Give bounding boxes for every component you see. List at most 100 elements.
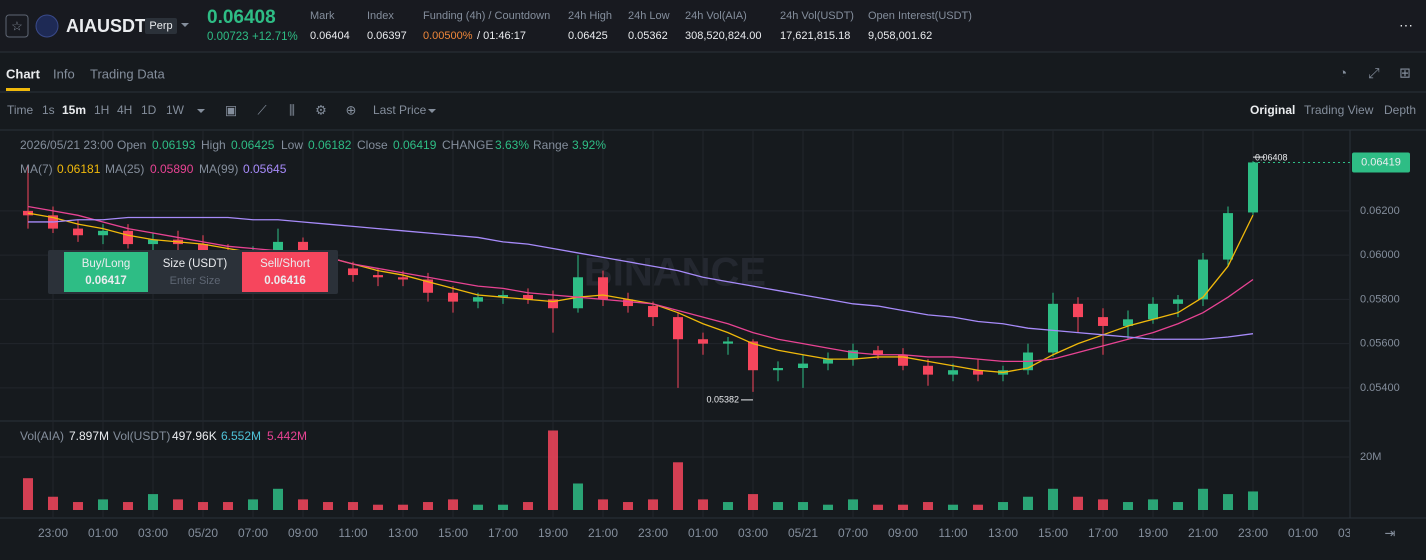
- alert-icon[interactable]: ◔: [1339, 65, 1347, 81]
- x-tick-label: 23:00: [38, 526, 68, 540]
- scroll-to-end[interactable]: ⇥: [1385, 525, 1396, 540]
- volume-bar: [773, 502, 783, 510]
- volume-bar: [1123, 502, 1133, 510]
- volume-bar: [898, 504, 908, 510]
- interval[interactable]: 1D: [141, 103, 157, 117]
- header-bar: [0, 0, 1426, 52]
- last-price-badge: [1352, 152, 1410, 173]
- x-tick-label: 05/21: [788, 526, 818, 540]
- candle-body: [673, 317, 683, 340]
- x-tick-label: 23:00: [1238, 526, 1268, 540]
- sell-label: Sell/Short: [260, 258, 311, 270]
- tab[interactable]: Trading Data: [90, 66, 165, 81]
- stat-value: 0.00500%: [423, 30, 473, 42]
- x-tick-label: 15:00: [1038, 526, 1068, 540]
- price-type[interactable]: Last Price: [373, 103, 427, 117]
- ohlc-label: High: [201, 138, 226, 152]
- tab[interactable]: Info: [53, 66, 75, 81]
- price-change: 0.00723: [207, 31, 249, 43]
- ohlc-value: 3.92%: [572, 138, 606, 152]
- x-tick-label: 17:00: [1088, 526, 1118, 540]
- candle-body: [798, 363, 808, 369]
- x-tick-label: 07:00: [838, 526, 868, 540]
- volume-bar: [473, 504, 483, 510]
- indicator-icon[interactable]: ⟋: [257, 102, 267, 117]
- candle-body: [773, 368, 783, 371]
- candle-body: [1223, 213, 1233, 260]
- candle-body: [573, 277, 583, 309]
- volume-bar: [823, 504, 833, 510]
- contract-tag: Perp: [149, 20, 172, 32]
- ma-value: 0.05890: [150, 162, 194, 176]
- stat-value: 17,621,815.18: [780, 30, 850, 42]
- stat-label: 24h Low: [628, 10, 670, 22]
- candle-body: [923, 365, 933, 375]
- candle-body: [1148, 303, 1158, 320]
- volume-bar: [148, 494, 158, 510]
- price-type-caret[interactable]: [428, 109, 436, 113]
- stat-label: Funding (4h) / Countdown: [423, 10, 550, 22]
- interval-caret[interactable]: [197, 109, 205, 113]
- x-tick-label: 19:00: [1138, 526, 1168, 540]
- volume-bar: [398, 504, 408, 510]
- candle-type-icon[interactable]: ⫼: [289, 102, 295, 117]
- favorite-button[interactable]: [5, 14, 29, 38]
- ohlc-value: 3.63%: [495, 138, 529, 152]
- x-tick-label: 13:00: [988, 526, 1018, 540]
- x-tick-label: 01:00: [688, 526, 718, 540]
- candle-body: [973, 370, 983, 375]
- y-tick-label: 0.05800: [1360, 293, 1400, 305]
- symbol[interactable]: AIAUSDT: [66, 16, 146, 36]
- candle-body: [823, 359, 833, 364]
- stat-value: 0.06404: [310, 30, 350, 42]
- volume-label: Vol(USDT): [113, 429, 170, 443]
- y-tick-label: 0.06200: [1360, 205, 1400, 217]
- x-tick-label: 15:00: [438, 526, 468, 540]
- tab[interactable]: Chart: [6, 66, 41, 81]
- settings-icon[interactable]: ⚙: [315, 102, 327, 117]
- interval[interactable]: 1H: [94, 103, 109, 117]
- volume-value: 6.552M: [221, 429, 261, 443]
- volume-value: 497.96K: [172, 429, 217, 443]
- tools-icon[interactable]: ⊕: [346, 102, 357, 117]
- interval[interactable]: 15m: [62, 103, 86, 117]
- view-option[interactable]: Trading View: [1304, 103, 1374, 117]
- interval[interactable]: 1s: [42, 103, 55, 117]
- interval[interactable]: 1W: [166, 103, 185, 117]
- volume-bar: [848, 499, 858, 510]
- ohlc-label: Open: [117, 138, 146, 152]
- volume-bar: [273, 488, 283, 510]
- buy-price: 0.06417: [85, 275, 127, 287]
- calendar-icon[interactable]: ▣: [225, 102, 237, 117]
- volume-label: Vol(AIA): [20, 429, 64, 443]
- volume-bar: [873, 504, 883, 510]
- sell-button[interactable]: [242, 252, 328, 292]
- expand-icon[interactable]: ⤢: [1368, 65, 1379, 81]
- ohlc-value: 0.06182: [308, 138, 352, 152]
- candle-body: [473, 297, 483, 302]
- ma-label: MA(7): [20, 162, 53, 176]
- stat-value: 0.06397: [367, 30, 407, 42]
- buy-button[interactable]: [64, 252, 148, 292]
- candle-body: [448, 292, 458, 302]
- volume-bar: [23, 478, 33, 510]
- volume-bar: [498, 504, 508, 510]
- y-tick-label: 0.05600: [1360, 338, 1400, 350]
- volume-bar: [348, 502, 358, 510]
- volume-bar: [1048, 488, 1058, 510]
- stat-label: Mark: [310, 10, 335, 22]
- candle-body: [648, 306, 658, 318]
- caret[interactable]: [181, 23, 189, 27]
- ohlc-label: Close: [357, 138, 388, 152]
- interval[interactable]: 4H: [117, 103, 132, 117]
- x-tick-label: 19:00: [538, 526, 568, 540]
- candle-body: [73, 228, 83, 236]
- ma-label: MA(25): [105, 162, 144, 176]
- view-option[interactable]: Original: [1250, 103, 1295, 117]
- view-option[interactable]: Depth: [1384, 103, 1416, 117]
- size-input[interactable]: Enter Size: [170, 275, 221, 287]
- layout-icon[interactable]: ⊞: [1399, 65, 1411, 81]
- more-menu[interactable]: ···: [1399, 17, 1413, 33]
